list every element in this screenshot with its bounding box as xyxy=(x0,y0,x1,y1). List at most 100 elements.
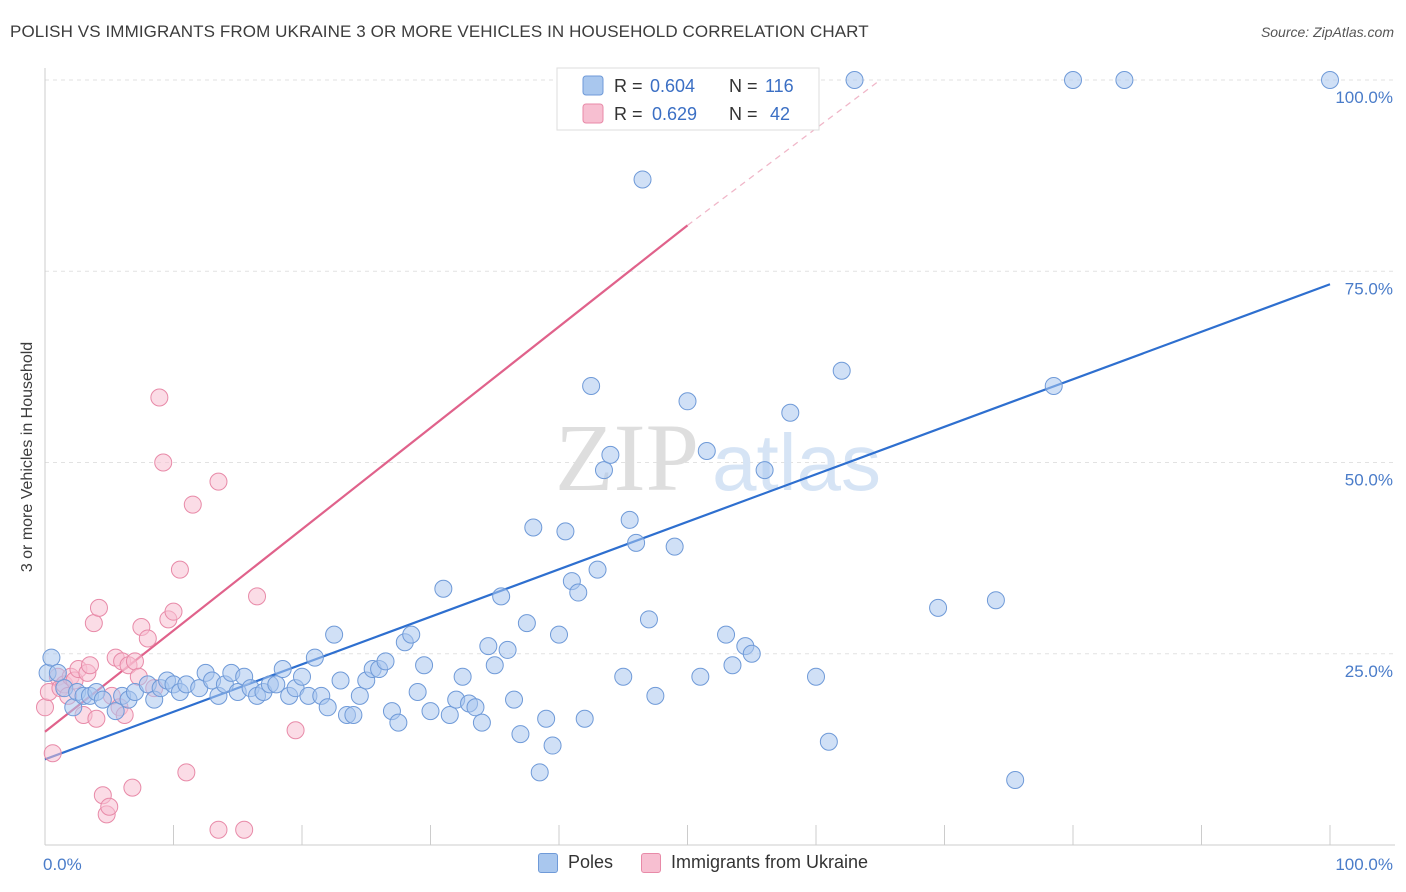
legend-n-value-poles: 116 xyxy=(765,76,794,96)
ukraine-point xyxy=(248,587,267,606)
poles-point xyxy=(48,663,67,682)
chart-title: POLISH VS IMMIGRANTS FROM UKRAINE 3 OR M… xyxy=(10,22,869,41)
poles-point xyxy=(781,403,800,422)
ukraine-point xyxy=(123,778,142,797)
poles-point xyxy=(678,392,697,411)
ukraine-point xyxy=(80,656,99,675)
poles-point xyxy=(550,625,568,644)
poles-point xyxy=(408,683,427,701)
legend-r-value-poles: 0.604 xyxy=(650,76,695,96)
poles-point xyxy=(376,652,395,671)
poles-point xyxy=(498,640,517,659)
ukraine-point xyxy=(164,602,183,621)
poles-point xyxy=(639,610,658,629)
poles-point xyxy=(440,705,459,724)
legend-r-label-ukraine: R = xyxy=(614,104,643,124)
y-tick-label: 25.0% xyxy=(1345,662,1393,681)
ukraine-point xyxy=(170,560,189,579)
legend-n-label-poles: N = xyxy=(729,76,758,96)
x-tick-label-min: 0.0% xyxy=(43,855,82,874)
poles-point xyxy=(717,625,736,644)
ukraine-points xyxy=(36,388,305,839)
ukraine-trend-extension xyxy=(687,79,881,226)
poles-point xyxy=(556,522,575,541)
poles-point xyxy=(1064,71,1082,89)
poles-point xyxy=(1044,377,1063,395)
series-legend: Poles Immigrants from Ukraine xyxy=(0,852,1406,873)
watermark: ZIP atlas xyxy=(555,404,881,511)
poles-point xyxy=(569,583,588,602)
poles-point xyxy=(325,625,344,644)
poles-point xyxy=(42,648,61,667)
legend-r-label-poles: R = xyxy=(614,76,643,96)
poles-point xyxy=(434,579,453,598)
poles-point xyxy=(697,442,716,461)
ukraine-swatch xyxy=(640,852,661,873)
ukraine-legend-label: Immigrants from Ukraine xyxy=(670,852,869,872)
poles-point xyxy=(524,518,543,537)
trend-lines xyxy=(44,79,1331,761)
poles-point xyxy=(594,461,613,480)
ukraine-point xyxy=(177,763,196,782)
poles-point xyxy=(832,361,851,380)
poles-point xyxy=(415,656,434,675)
series-legend-poles: Poles xyxy=(537,852,613,873)
poles-point xyxy=(588,560,607,579)
poles-point xyxy=(723,656,742,675)
x-tick-labels: 0.0% 100.0% xyxy=(43,855,1393,874)
poles-point xyxy=(517,614,536,633)
poles-point xyxy=(267,675,286,694)
poles-point xyxy=(472,713,491,732)
poles-point xyxy=(453,667,472,686)
ukraine-point xyxy=(36,698,54,717)
y-tick-label: 100.0% xyxy=(1335,88,1393,107)
poles-point xyxy=(106,702,125,721)
poles-point xyxy=(537,709,556,728)
ukraine-trend-line xyxy=(44,224,689,733)
poles-point xyxy=(466,698,485,717)
ukraine-point xyxy=(87,709,106,728)
poles-point xyxy=(505,690,524,709)
poles-point xyxy=(318,698,337,717)
poles-point xyxy=(485,656,504,675)
watermark-atlas: atlas xyxy=(712,418,881,507)
ukraine-point xyxy=(43,744,62,763)
ukraine-point xyxy=(209,820,228,839)
poles-point xyxy=(350,686,369,705)
x-tick-label-max: 100.0% xyxy=(1335,855,1393,874)
ukraine-point xyxy=(100,797,119,816)
legend-n-value-ukraine: 42 xyxy=(770,104,790,124)
poles-point xyxy=(1006,770,1025,789)
poles-point xyxy=(273,660,292,679)
poles-point xyxy=(331,671,350,690)
poles-swatch xyxy=(537,852,558,873)
poles-point xyxy=(614,667,633,686)
poles-point xyxy=(742,644,761,663)
ukraine-point xyxy=(286,721,305,740)
poles-points xyxy=(38,71,1339,789)
poles-point xyxy=(807,667,825,686)
y-tick-labels: 25.0% 50.0% 75.0% 100.0% xyxy=(1335,88,1393,681)
poles-point xyxy=(530,763,549,782)
legend-swatch-poles xyxy=(582,75,604,96)
stats-legend: R = 0.604 N = 116 R = 0.629 N = 42 xyxy=(556,67,820,131)
ukraine-point xyxy=(183,495,202,514)
ukraine-point xyxy=(84,614,103,633)
ukraine-point xyxy=(209,472,228,491)
poles-point xyxy=(575,709,594,728)
poles-point xyxy=(633,170,652,189)
y-tick-label: 75.0% xyxy=(1345,279,1393,298)
legend-n-label-ukraine: N = xyxy=(729,104,758,124)
poles-point xyxy=(479,637,498,656)
ukraine-point xyxy=(125,652,144,671)
poles-point xyxy=(819,732,838,751)
poles-point xyxy=(1321,71,1339,89)
ukraine-point xyxy=(89,598,108,617)
poles-point xyxy=(492,587,511,606)
poles-point xyxy=(402,625,421,644)
poles-point xyxy=(344,705,363,724)
poles-point xyxy=(601,445,620,464)
ukraine-point xyxy=(154,453,173,472)
poles-point xyxy=(511,725,530,744)
poles-point xyxy=(389,713,408,732)
